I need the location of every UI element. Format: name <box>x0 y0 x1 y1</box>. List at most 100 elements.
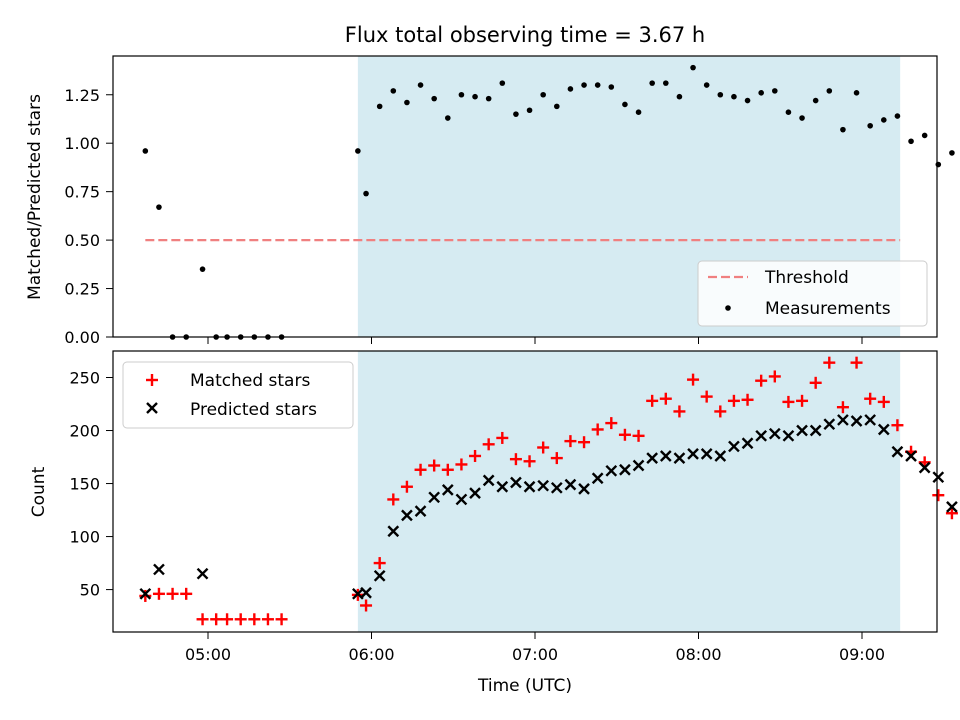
measurement-point <box>390 88 397 94</box>
matched-star-point <box>221 613 234 626</box>
y-tick-label: 50 <box>80 581 100 600</box>
matched-star-point <box>796 394 809 407</box>
top-legend-threshold-label: Threshold <box>764 268 849 288</box>
matched-star-point <box>428 459 441 472</box>
y-tick-label: 0.50 <box>64 231 100 250</box>
matched-star-point <box>891 419 904 432</box>
predicted-star-point <box>837 414 849 426</box>
predicted-star-point <box>918 461 931 474</box>
predicted-star-point <box>823 418 836 431</box>
y-tick-label: 200 <box>69 422 100 441</box>
matched-star-point <box>782 395 795 408</box>
matched-star-point <box>850 356 863 369</box>
predicted-star-point <box>196 567 209 580</box>
matched-star-point <box>537 441 550 454</box>
measurement-point <box>363 190 369 197</box>
matched-star-point <box>234 613 247 626</box>
matched-star-point <box>591 423 604 436</box>
y-tick-label: 0.25 <box>64 280 100 299</box>
measurement-point <box>458 91 465 98</box>
measurement-point <box>785 109 792 115</box>
chart-title: Flux total observing time = 3.67 h <box>345 23 705 47</box>
bottom-legend-predicted-label: Predicted stars <box>190 400 317 420</box>
predicted-star-point <box>905 450 917 462</box>
measurement-point <box>142 148 149 154</box>
predicted-star-point <box>850 415 863 427</box>
bottom-panel-x-ticks: 05:00 06:00 07:00 08:00 09:00 <box>185 632 885 664</box>
measurement-point <box>881 117 887 123</box>
predicted-star-point <box>387 525 400 538</box>
matched-star-point <box>714 405 727 418</box>
top-panel-legend: Threshold Measurements <box>697 260 928 327</box>
matched-star-point <box>360 599 373 612</box>
y-tick-label: 0.00 <box>64 328 100 347</box>
matched-star-point <box>550 452 563 465</box>
matched-star-point <box>373 557 386 570</box>
measurement-point <box>404 99 410 106</box>
matched-star-point <box>152 587 165 600</box>
predicted-star-point <box>591 472 604 485</box>
matched-star-point <box>261 613 274 626</box>
top-panel: 0.00 0.25 0.50 0.75 1.00 1.25 Matched/Predict… <box>25 55 955 347</box>
measurement-point <box>744 97 751 104</box>
matched-star-point <box>455 458 468 471</box>
measurement-point <box>812 97 819 104</box>
measurement-point <box>622 101 628 108</box>
predicted-star-point <box>153 563 165 576</box>
measurement-point <box>567 86 574 92</box>
measurement-point <box>840 126 846 133</box>
measurement-point <box>717 91 724 98</box>
matched-star-point <box>578 436 591 449</box>
x-tick-label: 08:00 <box>675 645 721 664</box>
bottom-panel-y-label: Count <box>29 466 49 517</box>
matched-star-point <box>523 455 536 468</box>
predicted-star-point <box>741 437 754 450</box>
predicted-star-point <box>782 429 795 442</box>
matched-star-point <box>632 429 645 442</box>
measurement-point <box>417 82 424 88</box>
predicted-star-point <box>728 440 740 453</box>
bottom-legend-predicted-swatch <box>146 402 158 414</box>
measurement-point <box>772 88 778 94</box>
predicted-star-point <box>891 445 904 458</box>
measurement-point <box>431 95 437 102</box>
measurement-point <box>853 90 860 96</box>
matched-star-point <box>741 393 754 406</box>
measurement-point <box>908 138 914 145</box>
bottom-panel-y-ticks: 50 100 150 200 250 <box>69 369 113 600</box>
matched-star-point <box>248 613 261 626</box>
matched-star-point <box>210 613 223 626</box>
predicted-star-point <box>496 480 509 493</box>
matched-star-point <box>864 392 877 405</box>
matched-star-point <box>400 480 413 493</box>
matched-star-point <box>646 394 659 407</box>
matched-star-point <box>166 587 179 600</box>
matched-star-point <box>196 613 209 626</box>
predicted-star-point <box>373 569 386 582</box>
predicted-star-point <box>139 587 152 600</box>
y-tick-label: 0.75 <box>64 183 100 202</box>
x-tick-label: 05:00 <box>185 645 231 664</box>
matched-star-point <box>509 453 522 466</box>
measurement-point <box>935 161 942 168</box>
measurement-point <box>731 93 737 100</box>
matched-star-point <box>659 392 672 405</box>
measurement-point <box>826 88 833 94</box>
bottom-legend-matched-label: Matched stars <box>190 371 310 391</box>
x-tick-label: 07:00 <box>512 645 558 664</box>
matched-star-point <box>469 449 482 462</box>
predicted-star-point <box>401 509 413 522</box>
predicted-star-point <box>428 491 441 504</box>
measurement-point <box>949 150 955 156</box>
predicted-star-point <box>864 414 877 426</box>
predicted-star-point <box>550 481 563 494</box>
measurement-point <box>445 115 451 121</box>
matched-star-point <box>809 376 822 389</box>
measurement-point <box>156 204 162 210</box>
predicted-star-point <box>809 424 822 437</box>
matched-star-point <box>482 438 495 451</box>
matched-star-point <box>687 373 700 386</box>
measurement-point <box>485 95 492 102</box>
matched-star-point <box>836 401 849 414</box>
matched-star-point <box>441 463 454 476</box>
